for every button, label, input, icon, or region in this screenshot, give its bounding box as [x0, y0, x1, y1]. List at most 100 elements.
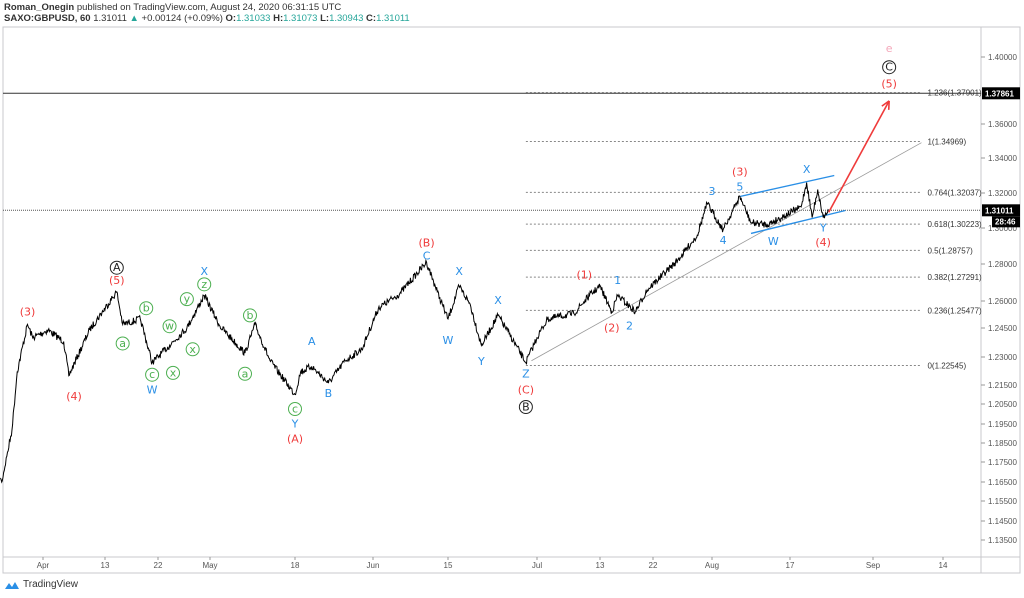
- wave-label-circle: [238, 366, 252, 381]
- wave-label: c: [149, 368, 155, 381]
- wave-label: (2): [604, 322, 620, 335]
- wave-label: a: [242, 367, 249, 380]
- projection-arrow: [828, 100, 890, 213]
- wave-label: A: [308, 335, 316, 348]
- symbol-legend: SAXO:GBPUSD, 60 1.31011 ▲ +0.00124 (+0.0…: [4, 13, 410, 24]
- price-chart[interactable]: 0(1.22545) 0.236(1.25477) 0.382(1.27291) 0.…: [0, 0, 1024, 575]
- wave-label: Y: [291, 418, 299, 431]
- wave-label-circle: [115, 336, 130, 351]
- fibonacci-retracement[interactable]: 0(1.22545) 0.236(1.25477) 0.382(1.27291) 0.…: [525, 89, 982, 371]
- triangle-up-icon: ▲: [129, 13, 139, 24]
- time-tick-label: 22: [649, 561, 658, 570]
- line-price-label: 1.37861: [985, 89, 1014, 98]
- wave-label: X: [200, 265, 208, 278]
- wave-label: (4): [815, 236, 831, 249]
- high-label: H:: [273, 13, 284, 24]
- time-tick-label: May: [202, 561, 217, 570]
- wave-label: 2: [626, 320, 633, 333]
- wave-label: X: [803, 163, 811, 176]
- wave-label: (B): [419, 236, 435, 249]
- time-axis[interactable]: Apr 13 22 May 18 Jun 15 Jul 13 22 Aug 17 Sep 14: [37, 557, 948, 570]
- wave-label: e: [886, 42, 893, 55]
- low-value: 1.30943: [329, 13, 364, 24]
- author-name[interactable]: Roman_Onegin: [4, 2, 75, 13]
- wave-label-circle: [109, 260, 124, 275]
- logo-text: TradingView: [23, 579, 79, 590]
- wave-label: Z: [522, 367, 530, 380]
- time-tick-label: 22: [154, 561, 163, 570]
- publish-text: published on TradingView.com, August 24,…: [76, 2, 342, 13]
- high-value: 1.31073: [283, 13, 318, 24]
- fib-level-label: 0.382(1.27291): [927, 273, 982, 282]
- fib-level-label: 0.618(1.30223): [927, 220, 982, 229]
- current-price-badge: [982, 204, 1020, 217]
- open-label: O:: [225, 13, 237, 24]
- time-tick-label: Sep: [866, 561, 881, 570]
- wave-label-circle: [243, 308, 257, 323]
- wave-label: (1): [576, 269, 592, 282]
- wave-label: y: [184, 293, 191, 306]
- close-value: 1.31011: [376, 13, 410, 24]
- wave-label: x: [189, 343, 196, 356]
- low-label: L:: [320, 13, 330, 24]
- close-label: C:: [366, 13, 377, 24]
- wave-label: C: [423, 249, 431, 262]
- fib-level-label: 0.764(1.32037): [927, 188, 982, 197]
- wave-label: (C): [518, 383, 534, 396]
- price-tick-label: 1.16500: [988, 478, 1017, 487]
- wave-label-circle: [882, 60, 897, 75]
- wave-label: C: [885, 61, 893, 74]
- wave-label: w: [165, 320, 174, 333]
- wave-label-circle: [288, 402, 302, 416]
- fib-level-label: 0(1.22545): [927, 361, 966, 370]
- fib-level-label: 1(1.34969): [927, 138, 966, 147]
- price-line: [0, 182, 830, 484]
- wave-label: B: [325, 387, 333, 400]
- wave-label: z: [201, 278, 207, 291]
- wave-label-circle: [185, 342, 200, 357]
- wave-label: 5: [736, 180, 743, 193]
- price-tick-label: 1.36000: [988, 120, 1017, 129]
- price-tick-label: 1.28000: [988, 260, 1017, 269]
- price-tick-label: 1.24500: [988, 324, 1017, 333]
- price-tick-label: 1.17500: [988, 458, 1017, 467]
- wave-label: Y: [477, 355, 485, 368]
- arrow-head-icon: [881, 100, 890, 107]
- drawings[interactable]: [3, 92, 981, 362]
- wave-label: W: [147, 383, 158, 396]
- countdown-label: 28:46: [995, 217, 1016, 226]
- chart-frame: [2, 26, 1021, 574]
- price-tick-label: 1.19500: [988, 420, 1017, 429]
- wave-label: Y: [819, 222, 827, 235]
- time-tick-label: 14: [939, 561, 948, 570]
- price-tick-label: 1.14500: [988, 517, 1017, 526]
- wave-label: (4): [66, 390, 82, 403]
- wave-label-circle: [145, 367, 160, 382]
- wave-label: X: [455, 265, 463, 278]
- price-tick-label: 1.40000: [988, 53, 1017, 62]
- line-price-badge: [982, 87, 1020, 100]
- wave-label-circle: [139, 301, 154, 316]
- open-value: 1.31033: [236, 13, 271, 24]
- wave-label-circle: [197, 277, 212, 292]
- wave-label: B: [522, 401, 530, 414]
- publish-info: Roman_Onegin published on TradingView.co…: [4, 2, 341, 13]
- fib-level-label: 0.236(1.25477): [927, 306, 982, 315]
- trend-line: [531, 142, 922, 362]
- time-tick-label: Aug: [705, 561, 719, 570]
- time-tick-label: Jul: [532, 561, 542, 570]
- price-change: +0.00124 (+0.09%): [141, 13, 223, 24]
- price-tick-label: 1.13500: [988, 536, 1017, 545]
- price-tick-label: 1.20500: [988, 400, 1017, 409]
- wave-label: (5): [881, 78, 897, 91]
- tradingview-logo[interactable]: TradingView: [4, 579, 78, 590]
- price-tick-label: 1.32000: [988, 189, 1017, 198]
- time-tick-label: Apr: [37, 561, 50, 570]
- price-tick-label: 1.26000: [988, 297, 1017, 306]
- time-tick-label: 17: [786, 561, 795, 570]
- wave-label-circle: [162, 319, 177, 334]
- current-price-label: 1.31011: [985, 206, 1014, 215]
- wave-label: X: [494, 294, 502, 307]
- time-tick-label: 13: [101, 561, 110, 570]
- price-axis[interactable]: 1.40000 1.36000 1.34000 1.32000 1.30000 1.280…: [981, 53, 1020, 545]
